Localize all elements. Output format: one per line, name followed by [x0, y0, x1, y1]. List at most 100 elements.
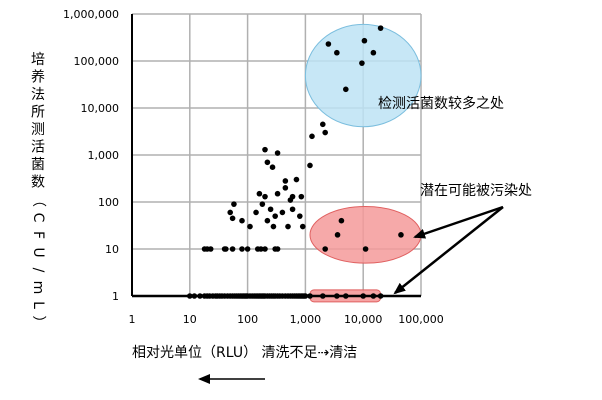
data-point	[377, 293, 384, 299]
annotation-high-count: 检测活菌数较多之处	[378, 95, 504, 112]
data-point	[293, 176, 300, 183]
y-axis-title-char: m	[30, 281, 46, 295]
data-point	[262, 193, 268, 200]
arrow-to-low-region	[393, 206, 504, 295]
data-point	[247, 223, 253, 230]
data-point	[207, 246, 214, 252]
y-axis-title-char: U	[30, 247, 46, 257]
y-axis-title-char: ）	[30, 316, 46, 330]
highlight-regions	[304, 23, 422, 303]
data-point	[343, 293, 349, 299]
data-point	[370, 49, 377, 56]
data-point	[343, 86, 349, 93]
data-point	[231, 201, 237, 207]
annotation-contamination: 潜在可能被污染处	[420, 183, 532, 199]
data-point	[197, 293, 203, 299]
region-possible-contamination-mid	[309, 206, 422, 264]
data-point	[362, 246, 369, 252]
data-point	[289, 206, 296, 213]
data-point	[244, 246, 251, 252]
data-point	[258, 246, 264, 252]
y-axis-title-char: L	[30, 301, 46, 309]
data-point	[296, 213, 303, 219]
data-point	[227, 209, 234, 216]
x-tick-label: 1,000	[290, 313, 322, 326]
data-point	[359, 60, 365, 66]
y-axis-title-char: 培	[31, 52, 45, 68]
data-point	[259, 201, 266, 207]
data-point	[338, 217, 345, 224]
data-points	[187, 25, 404, 299]
y-axis-title-char: 法	[31, 87, 45, 103]
region-high-count	[304, 23, 422, 128]
x-tick-label: 1	[129, 313, 136, 326]
data-point	[334, 293, 340, 299]
data-point	[309, 133, 315, 140]
data-point	[264, 159, 271, 166]
data-point	[274, 246, 281, 252]
y-axis-title-char: 数	[31, 175, 45, 191]
data-point	[282, 178, 289, 184]
y-axis-title-char: 养	[31, 70, 45, 86]
data-point	[264, 217, 271, 224]
x-tick-label: 10,000	[344, 313, 383, 326]
data-point	[377, 25, 384, 31]
y-axis-title-char: C	[30, 213, 46, 223]
data-point	[325, 41, 332, 47]
data-point	[256, 190, 263, 197]
grid-lines	[131, 13, 422, 297]
y-axis-title-char: 活	[31, 140, 45, 156]
data-point	[187, 293, 193, 299]
y-tick-label: 1	[112, 290, 119, 303]
x-tick-label: 100	[237, 313, 258, 326]
data-point	[239, 217, 245, 224]
arrow-to-mid-region	[413, 205, 504, 239]
data-point	[322, 246, 328, 252]
data-point	[398, 232, 404, 238]
data-point	[307, 293, 313, 299]
y-axis-title-char: /	[30, 268, 46, 273]
data-point	[285, 223, 291, 230]
y-tick-label: 1,000	[88, 149, 120, 162]
data-point	[274, 150, 281, 156]
x-axis-title: 相对光单位（RLU） 清洗不足⇢清洁	[132, 345, 357, 361]
tick-labels: 1 10 100 1,000 10,000 100,000 1 10 100 1,000 10,00…	[63, 8, 444, 326]
data-point	[253, 209, 259, 216]
data-point	[334, 232, 341, 238]
data-point	[334, 49, 340, 56]
y-tick-label: 100	[98, 196, 119, 209]
data-point	[262, 146, 268, 153]
y-tick-label: 100,000	[74, 55, 120, 68]
data-point	[307, 162, 313, 169]
x-tick-label: 100,000	[398, 313, 444, 326]
data-point	[191, 293, 198, 299]
y-axis-title-char: 菌	[31, 157, 45, 173]
data-point	[270, 223, 277, 230]
data-point	[223, 246, 229, 252]
data-point	[239, 246, 245, 252]
y-tick-label: 10	[105, 243, 119, 256]
data-point	[302, 293, 309, 299]
y-axis-title-char: 所	[31, 105, 45, 121]
data-point	[370, 293, 377, 299]
data-point	[229, 215, 236, 222]
data-point	[299, 223, 306, 230]
data-point	[262, 246, 268, 252]
data-point	[279, 209, 286, 216]
y-tick-label: 1,000,000	[63, 8, 119, 21]
data-point	[267, 206, 274, 213]
data-point	[229, 246, 236, 252]
y-axis-title-char: （	[30, 193, 46, 207]
y-axis-title-char: F	[30, 231, 46, 239]
y-tick-label: 10,000	[81, 102, 120, 115]
data-point	[360, 293, 367, 299]
data-point	[361, 37, 368, 44]
x-tick-label: 10	[183, 313, 197, 326]
data-point	[298, 193, 305, 200]
data-point	[282, 185, 289, 191]
data-point	[319, 293, 326, 299]
data-point	[319, 121, 326, 128]
data-point	[272, 213, 278, 219]
y-axis-title-char: 测	[31, 122, 45, 138]
